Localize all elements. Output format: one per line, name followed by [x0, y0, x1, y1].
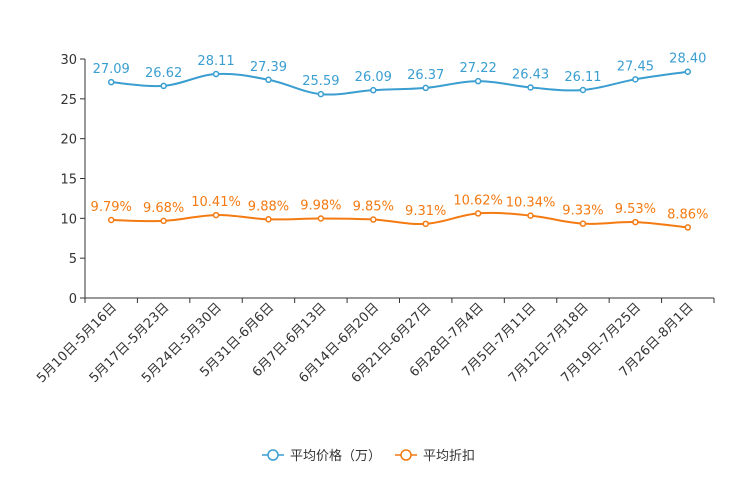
data-point[interactable] [107, 78, 115, 86]
data-label: 9.53% [615, 202, 656, 217]
legend-label: 平均折扣 [423, 449, 475, 464]
data-point[interactable] [160, 217, 167, 225]
data-point[interactable] [474, 210, 482, 217]
data-label: 28.11 [197, 54, 234, 69]
y-tick-label: 5 [69, 252, 77, 267]
data-label: 27.45 [617, 59, 654, 74]
series-layer: 27.09 26.62 28.11 27.39 25.59 26.09 26.37 27.22… [91, 52, 708, 231]
data-label: 10.34% [506, 196, 556, 211]
y-tick-label: 30 [60, 53, 77, 68]
data-point[interactable] [317, 90, 325, 98]
data-point[interactable] [579, 86, 587, 94]
data-label: 10.62% [453, 193, 503, 208]
data-label: 27.09 [93, 62, 130, 77]
data-label: 10.41% [191, 195, 241, 210]
data-point[interactable] [370, 86, 377, 94]
data-label: 9.33% [562, 204, 603, 219]
data-label: 9.88% [248, 199, 289, 214]
data-point[interactable] [632, 218, 639, 226]
data-point[interactable] [422, 220, 429, 228]
legend-marker-icon [400, 449, 412, 461]
data-point[interactable] [684, 224, 692, 231]
data-point[interactable] [632, 76, 639, 83]
y-tick-label: 20 [60, 133, 77, 148]
data-label: 9.98% [300, 198, 341, 213]
data-point[interactable] [684, 68, 692, 75]
data-label: 26.11 [564, 70, 601, 85]
data-label: 9.68% [143, 201, 184, 216]
data-point[interactable] [265, 76, 272, 84]
data-point[interactable] [265, 216, 272, 223]
data-label: 9.85% [353, 200, 394, 215]
y-tick-label: 0 [69, 292, 77, 307]
y-tick-label: 15 [60, 173, 77, 188]
series-1: 9.79% 9.68% 10.41% 9.88% 9.98% 9.85% 9.31% 10.6… [91, 193, 708, 231]
series-line [111, 70, 688, 96]
chart-legend[interactable]: 平均价格（万） 平均折扣 [262, 448, 475, 464]
data-point[interactable] [527, 84, 534, 91]
data-point[interactable] [160, 82, 167, 90]
data-point[interactable] [370, 216, 377, 223]
legend-item-1[interactable]: 平均折扣 [395, 449, 475, 464]
data-point[interactable] [107, 216, 115, 224]
data-point[interactable] [579, 220, 587, 227]
data-label: 28.40 [669, 52, 706, 67]
data-label: 25.59 [302, 74, 339, 89]
data-label: 26.62 [145, 66, 182, 81]
series-0: 27.09 26.62 28.11 27.39 25.59 26.09 26.37 27.22… [93, 52, 706, 98]
data-label: 26.09 [355, 70, 392, 85]
data-point[interactable] [422, 84, 429, 92]
y-tick-label: 10 [60, 212, 77, 227]
data-label: 26.43 [512, 67, 549, 82]
data-label: 26.37 [407, 68, 444, 83]
data-label: 8.86% [667, 207, 708, 222]
data-label: 9.31% [405, 204, 446, 219]
legend-label: 平均价格（万） [290, 448, 381, 464]
legend-item-0[interactable]: 平均价格（万） [262, 448, 381, 464]
data-label: 27.22 [460, 61, 497, 76]
data-label: 27.39 [250, 60, 287, 75]
data-point[interactable] [212, 211, 220, 219]
data-label: 9.79% [91, 200, 132, 215]
data-point[interactable] [527, 212, 534, 219]
data-point[interactable] [212, 70, 220, 78]
data-point[interactable] [317, 215, 325, 222]
data-point[interactable] [474, 77, 482, 85]
legend-marker-icon [267, 449, 279, 461]
series-line [111, 211, 688, 229]
y-tick-label: 25 [60, 93, 77, 108]
